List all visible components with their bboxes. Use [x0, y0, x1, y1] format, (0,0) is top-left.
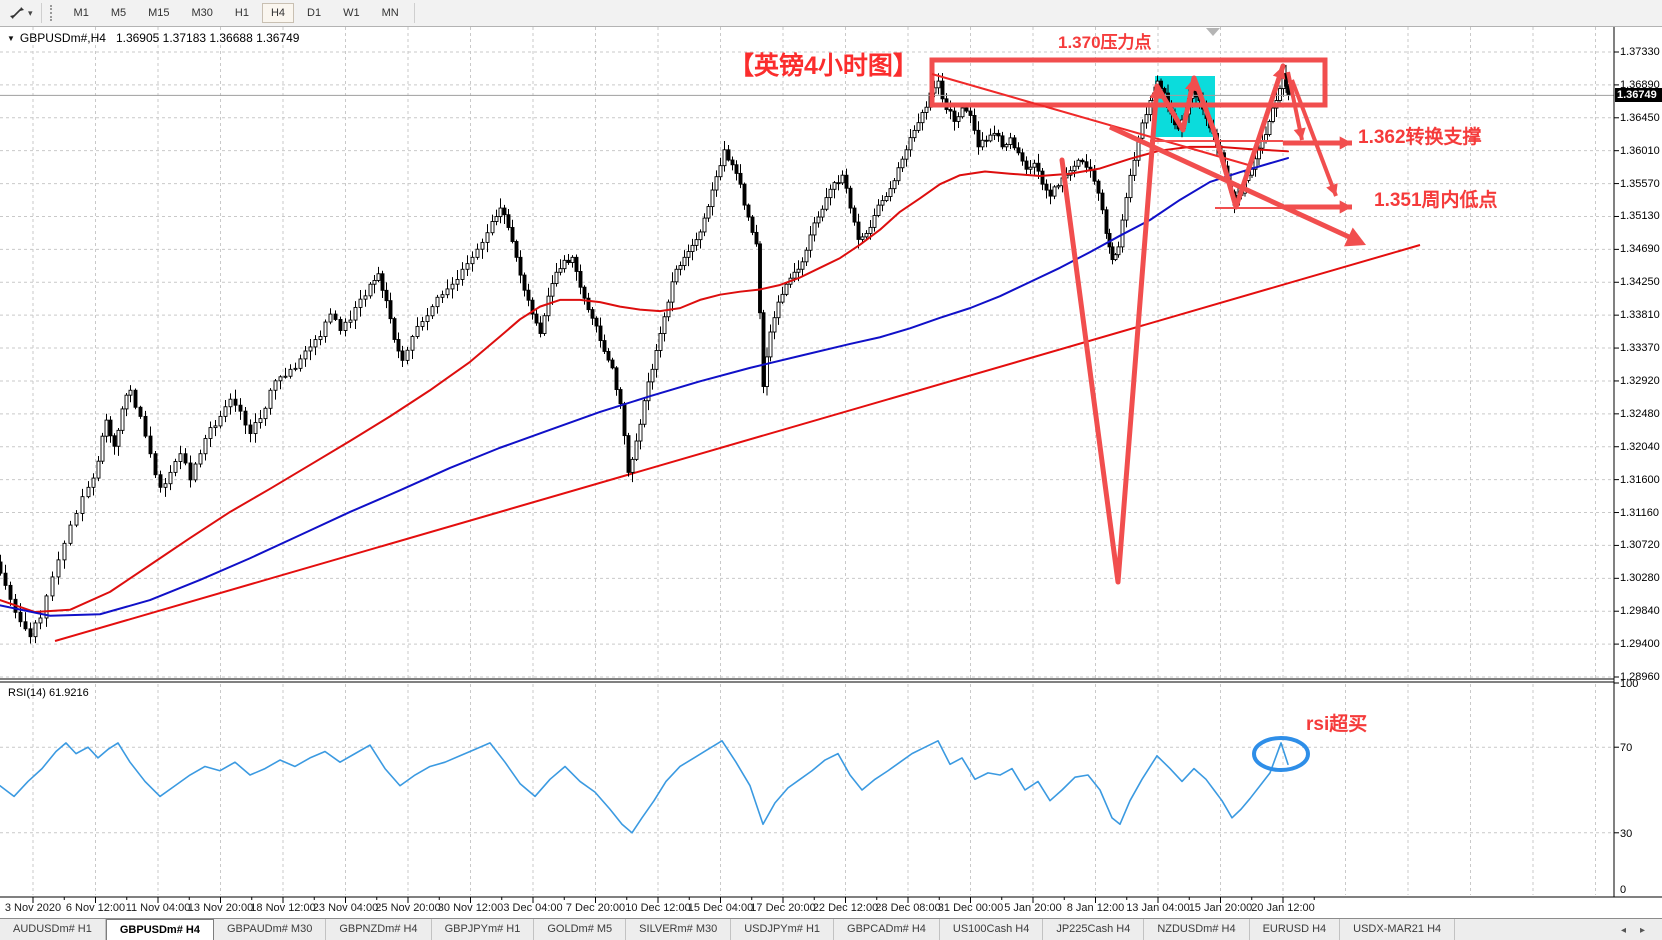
- date-tick-label: 20 Jan 12:00: [1251, 902, 1315, 914]
- price-tick-label: 1.32920: [1620, 374, 1660, 387]
- chart-tab-us100cash-h4[interactable]: US100Cash H4: [940, 919, 1044, 940]
- timeframe-button-h1[interactable]: H1: [234, 7, 249, 19]
- price-tick-label: 1.35130: [1620, 210, 1660, 223]
- rsi-tick-label: 100: [1620, 678, 1639, 690]
- date-tick-label: 28 Dec 08:00: [875, 902, 941, 914]
- timeframe-button-m15[interactable]: M15: [148, 7, 170, 19]
- rsi-tick-label: 0: [1620, 884, 1627, 896]
- chart-tab-eurusd-h4[interactable]: EURUSD H4: [1250, 919, 1341, 940]
- price-tick-label: 1.34250: [1620, 276, 1660, 289]
- chart-tab-audusdm-h1[interactable]: AUDUSDm# H1: [0, 919, 106, 940]
- chart-tab-usdx-mar21-h4[interactable]: USDX-MAR21 H4: [1340, 919, 1456, 940]
- annotation-rsi-overbought: rsi超买: [1306, 714, 1368, 735]
- date-tick-label: 13 Jan 04:00: [1126, 902, 1190, 914]
- timeframe-button-d1[interactable]: D1: [307, 7, 322, 19]
- price-tick-label: 1.32040: [1620, 440, 1660, 453]
- price-tick-label: 1.29400: [1620, 638, 1660, 651]
- price-tick-label: 1.29840: [1620, 605, 1660, 618]
- annotation-pressure-point: 1.370压力点: [1058, 33, 1152, 52]
- price-tick-label: 1.36450: [1620, 111, 1660, 124]
- date-tick-label: 3 Nov 2020: [4, 902, 62, 914]
- timeframe-button-w1[interactable]: W1: [343, 7, 360, 19]
- chart-tab-goldm-m5[interactable]: GOLDm# M5: [534, 919, 627, 940]
- date-tick-label: 3 Dec 04:00: [503, 902, 563, 914]
- toolbar-separator: [413, 3, 415, 23]
- chart-tab-silverm-m30[interactable]: SILVERm# M30: [626, 919, 732, 940]
- chart-tab-gbpaudm-m30[interactable]: GBPAUDm# M30: [214, 919, 327, 940]
- timeframe-button-m5[interactable]: M5: [110, 7, 127, 19]
- chart-tab-gbpcadm-h4[interactable]: GBPCADm# H4: [834, 919, 940, 940]
- date-tick-label: 15 Jan 20:00: [1188, 902, 1253, 914]
- price-tick-label: 1.34690: [1620, 243, 1660, 256]
- annotation-weekly-low: 1.351周内低点: [1374, 190, 1498, 211]
- chart-tab-gbpnzdm-h4[interactable]: GBPNZDm# H4: [326, 919, 432, 940]
- date-tick-label: 22 Dec 12:00: [812, 902, 879, 914]
- date-tick-label: 23 Nov 04:00: [312, 902, 379, 914]
- chevron-down-icon[interactable]: ▾: [28, 7, 33, 18]
- price-tick-label: 1.33370: [1620, 342, 1660, 355]
- toolbar-separator: [40, 3, 42, 23]
- chart-tabs-bar: AUDUSDm# H1 GBPUSDm# H4 GBPAUDm# M30 GBPNZD…: [0, 918, 1662, 940]
- date-tick-label: 18 Nov 12:00: [250, 902, 316, 914]
- price-tick-label: 1.36010: [1620, 144, 1660, 157]
- price-tick-label: 1.31600: [1620, 473, 1660, 486]
- rsi-tick-label: 30: [1620, 827, 1633, 840]
- price-tick-label: 1.28960: [1620, 671, 1660, 683]
- date-tick-label: 25 Nov 20:00: [375, 902, 441, 914]
- date-tick-label: 10 Dec 12:00: [625, 902, 691, 914]
- date-tick-label: 31 Dec 00:00: [937, 902, 1004, 914]
- tab-scroll-left-icon[interactable]: ◂: [1620, 924, 1626, 936]
- annotation-transition-support: 1.362转换支撑: [1358, 127, 1482, 148]
- chart-tab-usdjpym-h1[interactable]: USDJPYm# H1: [731, 919, 835, 940]
- price-tick-label: 1.33810: [1620, 309, 1660, 322]
- collapse-triangle-icon[interactable]: ▼: [7, 34, 15, 43]
- symbol-period-label: GBPUSDm#,H4: [19, 31, 106, 45]
- date-tick-label: 15 Dec 04:00: [687, 902, 754, 914]
- date-tick-label: 7 Dec 20:00: [565, 902, 626, 914]
- price-tick-label: 1.37330: [1620, 46, 1660, 58]
- chart-pointer-icon[interactable]: [6, 3, 28, 23]
- tab-scroll-right-icon[interactable]: ▸: [1639, 924, 1645, 936]
- price-tick-label: 1.35570: [1620, 177, 1660, 190]
- price-tick-label: 1.30280: [1620, 572, 1660, 585]
- timeframe-button-mn[interactable]: MN: [381, 7, 399, 19]
- date-tick-label: 11 Nov 04:00: [125, 902, 191, 914]
- date-tick-label: 5 Jan 20:00: [1004, 902, 1062, 914]
- annotation-chart-title: 【英镑4小时图】: [729, 52, 918, 80]
- date-tick-label: 30 Nov 12:00: [437, 902, 504, 914]
- date-tick-label: 17 Dec 20:00: [750, 902, 816, 914]
- chart-tab-jp225cash-h4[interactable]: JP225Cash H4: [1043, 919, 1145, 940]
- timeframe-button-m30[interactable]: M30: [191, 7, 213, 19]
- timeframe-button-m1[interactable]: M1: [73, 7, 89, 19]
- current-price-tag: 1.36749: [1615, 88, 1662, 102]
- rsi-tick-label: 70: [1620, 742, 1633, 755]
- toolbar: ▾ M1 M5 M15 M30 H1 H4 D1 W1 MN: [0, 0, 1662, 27]
- chart-tab-gbpjpym-h1[interactable]: GBPJPYm# H1: [432, 919, 535, 940]
- ohlc-values: 1.36905 1.37183 1.36688 1.36749: [115, 31, 300, 45]
- price-tick-label: 1.31160: [1620, 506, 1659, 519]
- chart-tab-gbpusdm-h4[interactable]: GBPUSDm# H4: [105, 919, 214, 940]
- price-tick-label: 1.30720: [1620, 539, 1660, 552]
- toolbar-drag-handle[interactable]: [49, 5, 55, 21]
- timeframe-button-h4[interactable]: H4: [261, 3, 295, 23]
- date-tick-label: 6 Nov 12:00: [65, 902, 126, 914]
- chart-title: ▼ GBPUSDm#,H4 1.36905 1.37183 1.36688 1.36…: [7, 31, 299, 45]
- date-tick-label: 8 Jan 12:00: [1066, 902, 1125, 914]
- rsi-indicator-label: RSI(14) 61.9216: [8, 687, 89, 699]
- date-tick-label: 13 Nov 20:00: [187, 902, 254, 914]
- timeframe-button-group: M1 M5 M15 M30 H1 H4 D1 W1 MN: [63, 3, 410, 23]
- price-tick-label: 1.36890: [1620, 78, 1660, 91]
- chart-tab-nzdusdm-h4[interactable]: NZDUSDm# H4: [1144, 919, 1250, 940]
- price-tick-label: 1.32480: [1620, 407, 1660, 420]
